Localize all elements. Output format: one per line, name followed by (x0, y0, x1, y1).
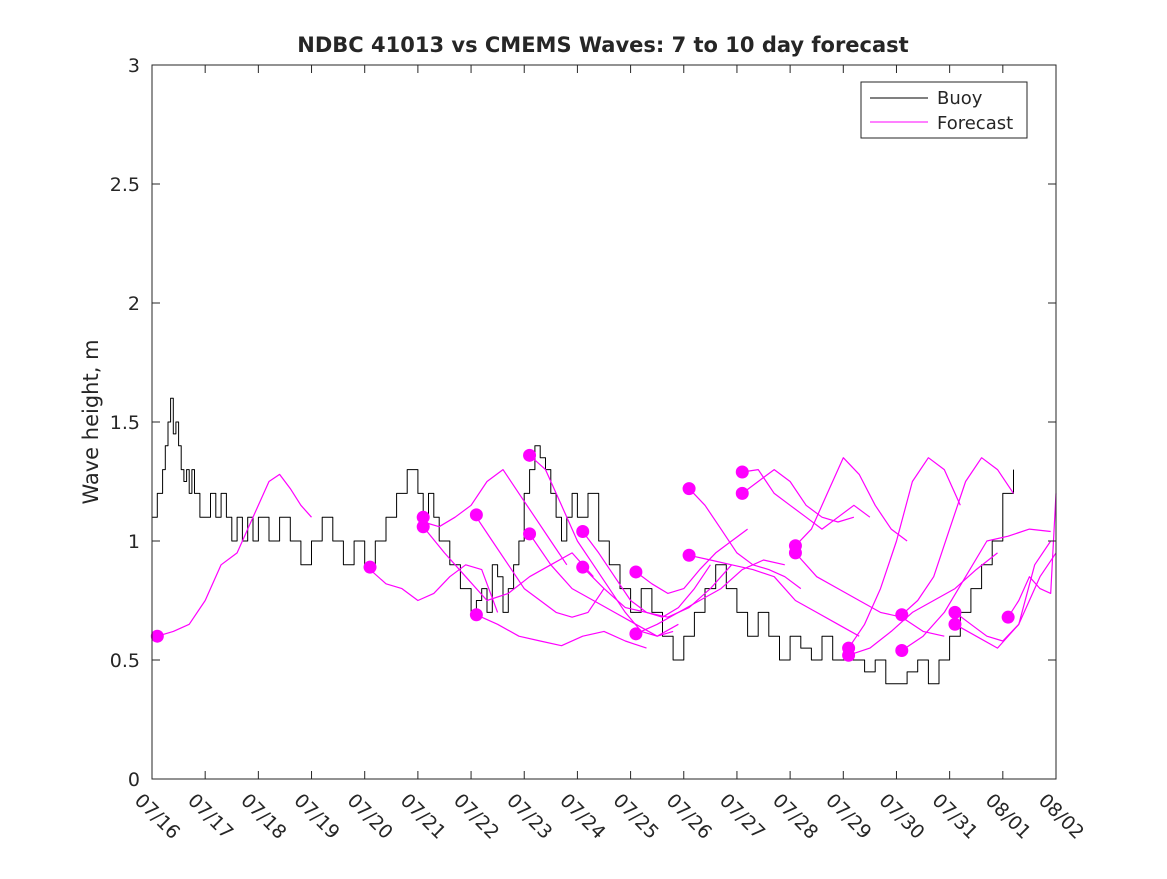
x-tick-label: 07/28 (768, 789, 822, 843)
y-tick-label: 1 (128, 531, 140, 553)
y-tick-label: 2.5 (110, 174, 140, 196)
series-line-forecast-run (794, 552, 945, 637)
forecast-start-point (682, 482, 696, 496)
y-tick-label: 2 (128, 293, 140, 315)
y-tick-label: 3 (128, 55, 140, 77)
forecast-start-point (629, 565, 643, 579)
y-tick-label: 1.5 (110, 412, 140, 434)
legend-label-buoy: Buoy (937, 88, 983, 109)
series-line-forecast-run (688, 554, 860, 637)
forecast-start-point (150, 629, 164, 643)
x-tick-label: 07/27 (715, 789, 769, 843)
x-tick-label: 08/01 (981, 789, 1035, 843)
series-line-forecast-run (954, 552, 1057, 649)
forecast-start-point (948, 605, 962, 619)
forecast-start-point (629, 627, 643, 641)
y-tick-label: 0 (128, 769, 140, 791)
x-tick-label: 07/18 (236, 789, 290, 843)
forecast-start-point (576, 524, 590, 538)
x-tick-label: 07/24 (555, 789, 609, 843)
series-line-forecast-run (635, 559, 785, 635)
forecast-start-point (469, 608, 483, 622)
legend-box (860, 81, 1028, 139)
series-line-forecast-run (475, 516, 605, 618)
chart-title: NDBC 41013 vs CMEMS Waves: 7 to 10 day f… (297, 33, 908, 57)
y-axis-label: Wave height, m (79, 339, 103, 504)
series-line-forecast-run (741, 469, 855, 523)
forecast-start-point (523, 448, 537, 462)
forecast-start-point (416, 520, 430, 534)
series-line-buoy (152, 397, 1014, 685)
plot-frame (151, 64, 1057, 780)
x-tick-label: 07/17 (183, 789, 237, 843)
series-line-forecast-run (369, 564, 499, 613)
lines-layer (152, 397, 1057, 685)
series-line-forecast-run (848, 552, 998, 656)
x-tick-label: 07/30 (874, 789, 928, 843)
x-tick-label: 07/23 (502, 789, 556, 843)
series-line-forecast-run (1007, 493, 1057, 618)
series-line-forecast-run (423, 469, 568, 566)
forecast-start-point (895, 608, 909, 622)
forecast-start-point (682, 548, 696, 562)
legend: Buoy Forecast (860, 81, 1028, 139)
forecast-start-point (1001, 610, 1015, 624)
x-tick-label: 07/19 (290, 789, 344, 843)
forecast-start-point (735, 486, 749, 500)
series-line-forecast-run (901, 457, 1014, 616)
markers-layer (150, 448, 1015, 662)
x-tick-label: 07/22 (449, 789, 503, 843)
series-line-forecast-run (635, 528, 748, 594)
forecast-start-point (576, 560, 590, 574)
series-line-forecast-run (794, 457, 908, 547)
forecast-start-point (895, 643, 909, 657)
x-tick-label: 08/02 (1034, 789, 1088, 843)
x-tick-label: 07/25 (609, 789, 663, 843)
x-tick-label: 07/31 (928, 789, 982, 843)
series-line-forecast-run (476, 614, 647, 649)
axes-layer: 00.511.522.5307/1607/1707/1807/1907/2007… (110, 55, 1088, 844)
x-tick-label: 07/16 (130, 789, 184, 843)
series-line-forecast-run (529, 533, 679, 637)
forecast-start-point (363, 560, 377, 574)
series-line-forecast-run (848, 457, 961, 649)
x-tick-label: 07/29 (821, 789, 875, 843)
series-line-forecast-run (688, 488, 802, 590)
forecast-start-point (416, 510, 430, 524)
series-line-forecast-run (582, 531, 711, 618)
forecast-start-point (842, 648, 856, 662)
x-tick-label: 07/20 (343, 789, 397, 843)
x-tick-label: 07/21 (396, 789, 450, 843)
series-line-forecast-run (422, 526, 594, 602)
forecast-start-point (523, 527, 537, 541)
series-line-forecast-run (529, 454, 674, 637)
x-tick-label: 07/26 (662, 789, 716, 843)
series-line-forecast-run (901, 528, 1051, 651)
forecast-start-point (469, 508, 483, 522)
series-line-forecast-run (954, 540, 1052, 642)
y-tick-label: 0.5 (110, 650, 140, 672)
legend-label-forecast: Forecast (937, 113, 1013, 134)
series-line-forecast-run (157, 473, 312, 637)
forecast-start-point (788, 546, 802, 560)
forecast-start-point (948, 617, 962, 631)
series-line-forecast-run (582, 564, 733, 618)
forecast-start-point (735, 465, 749, 479)
